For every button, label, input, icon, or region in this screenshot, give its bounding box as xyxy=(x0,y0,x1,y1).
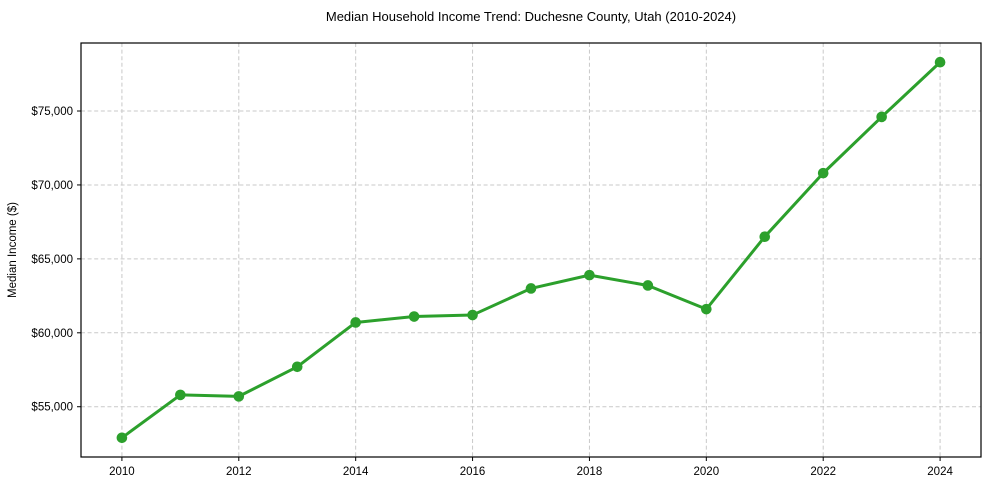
y-axis-label: Median Income ($) xyxy=(7,202,19,298)
chart-title: Median Household Income Trend: Duchesne … xyxy=(325,9,737,24)
x-tick-label: 2018 xyxy=(577,466,603,478)
x-tick-label: 2012 xyxy=(226,466,252,478)
data-point-marker xyxy=(584,269,595,281)
plot-background xyxy=(81,43,981,457)
y-tick-label: $60,000 xyxy=(31,328,73,340)
data-point-marker xyxy=(467,309,478,321)
y-tick-label: $65,000 xyxy=(31,254,73,266)
data-point-marker xyxy=(525,283,537,294)
x-tick-label: 2020 xyxy=(694,466,720,478)
y-tick-label: $75,000 xyxy=(31,106,73,118)
data-point-marker xyxy=(642,280,654,291)
x-tick-label: 2016 xyxy=(460,466,486,478)
x-tick-label: 2014 xyxy=(343,466,369,478)
data-point-marker xyxy=(350,317,361,328)
data-point-marker xyxy=(934,56,946,68)
x-tick-label: 2022 xyxy=(810,466,836,478)
y-axis-label-container: Median Income ($) xyxy=(0,43,26,457)
data-point-marker xyxy=(116,432,128,444)
axes-box xyxy=(80,42,982,458)
data-point-marker xyxy=(408,311,420,322)
x-tick-label: 2024 xyxy=(927,466,953,478)
y-tick-label: $55,000 xyxy=(31,402,73,414)
data-point-marker xyxy=(233,391,245,402)
x-tick-label: 2010 xyxy=(109,466,135,478)
data-point-marker xyxy=(759,231,771,242)
data-point-marker xyxy=(876,111,887,123)
y-tick-label: $70,000 xyxy=(31,180,73,192)
data-point-marker xyxy=(175,389,186,401)
data-point-marker xyxy=(701,303,712,315)
data-point-marker xyxy=(817,167,829,179)
data-point-marker xyxy=(291,361,303,373)
